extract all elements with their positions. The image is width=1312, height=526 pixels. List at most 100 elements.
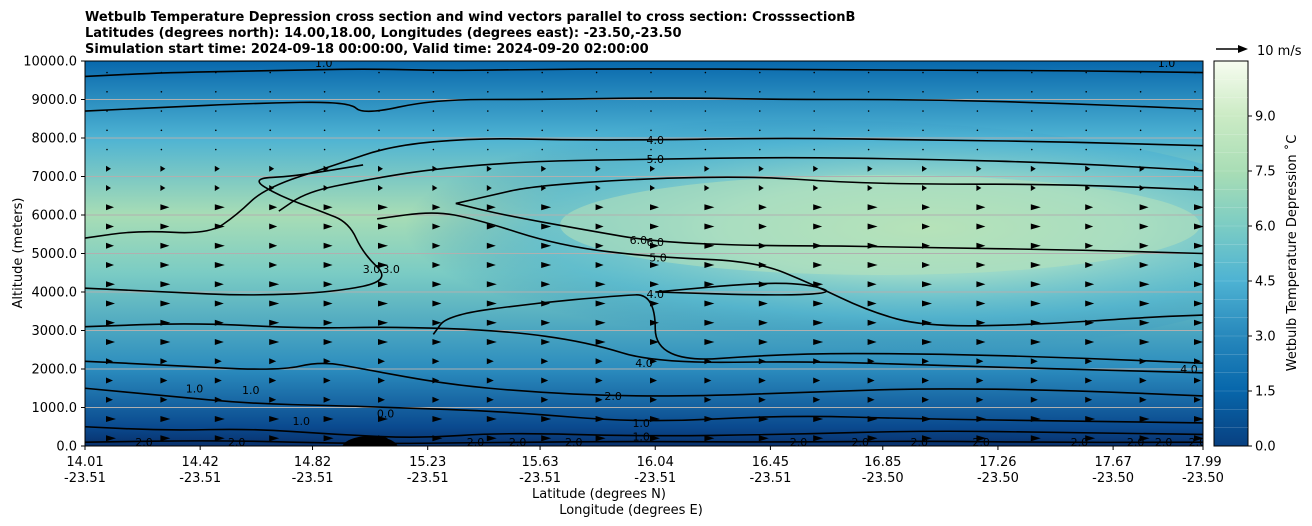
- wind-vector: [976, 110, 979, 112]
- wind-vector: [922, 242, 930, 249]
- wind-vector: [541, 129, 543, 132]
- wind-vector: [432, 396, 440, 403]
- wind-vector: [323, 396, 331, 403]
- wind-vector: [541, 435, 552, 442]
- contour-label: 2.0: [790, 436, 808, 449]
- wind-vector: [160, 242, 170, 249]
- wind-vector: [486, 281, 497, 288]
- wind-vector: [922, 204, 930, 211]
- wind-vector: [976, 148, 979, 151]
- wind-vector: [650, 416, 660, 423]
- wind-vector: [1030, 358, 1038, 365]
- wind-vector: [486, 358, 494, 365]
- wind-vector: [486, 300, 497, 307]
- wind-vector: [541, 281, 551, 288]
- wind-vector: [106, 300, 115, 307]
- wind-vector: [541, 339, 551, 346]
- wind-vector: [215, 148, 217, 151]
- wind-vector: [922, 262, 930, 269]
- wind-vector: [595, 91, 598, 93]
- wind-vector: [813, 319, 824, 326]
- wind-vector: [758, 377, 766, 384]
- wind-vector: [867, 416, 878, 423]
- wind-vector: [1085, 129, 1087, 132]
- contour-label: 1.0: [632, 417, 650, 430]
- wind-vector: [160, 377, 168, 384]
- wind-vector: [378, 358, 385, 365]
- wind-vector: [650, 148, 652, 151]
- wind-vector: [1030, 165, 1036, 172]
- wind-vector: [704, 416, 715, 423]
- wind-vector: [922, 91, 924, 93]
- x-axis-ticks: 14.01-23.5114.42-23.5114.82-23.5115.23-2…: [64, 446, 1224, 486]
- wind-vector: [215, 110, 217, 112]
- x-tick-label-lat: 17.99: [1184, 455, 1221, 470]
- wind-vector: [487, 91, 489, 93]
- wind-vector: [269, 396, 277, 403]
- wind-vector: [813, 396, 821, 403]
- wind-vector: [323, 71, 326, 74]
- wind-vector: [595, 110, 598, 112]
- wind-vector: [160, 110, 163, 112]
- contour-line: [85, 387, 1203, 424]
- wind-vector: [1030, 204, 1041, 211]
- wind-vector: [922, 110, 924, 112]
- wind-vector: [541, 71, 543, 74]
- wind-vector: [378, 148, 380, 151]
- plot-area: 1.0 1.04.05.06.0 6.05.03.0 3.04.04.0 4.01.0 1…: [84, 60, 1204, 449]
- chart-title-line-3: Simulation start time: 2024-09-18 00:00:…: [85, 42, 649, 57]
- wind-vector: [486, 204, 496, 211]
- wind-vector: [106, 204, 114, 211]
- wind-vector: [976, 185, 982, 192]
- wind-vector: [1194, 300, 1203, 307]
- contour-line: [455, 202, 1203, 255]
- contour-label: 2.0: [467, 436, 485, 449]
- wind-vector: [759, 129, 761, 132]
- wind-vector: [704, 377, 712, 384]
- wind-vector: [106, 377, 113, 384]
- wind-vector: [1085, 185, 1091, 192]
- contour-label: 5.0: [646, 153, 664, 166]
- wind-vector: [160, 148, 163, 151]
- wind-vector: [976, 281, 986, 288]
- wind-vector: [160, 435, 171, 442]
- wind-vector: [867, 71, 870, 74]
- y-tick-label: 6000.0: [32, 209, 78, 224]
- wind-vector: [759, 91, 761, 93]
- wind-vector: [650, 262, 659, 269]
- wind-vector: [758, 281, 768, 288]
- wind-vector: [1085, 262, 1094, 269]
- wind-vector: [269, 339, 280, 346]
- wind-vector: [487, 148, 489, 151]
- wind-vector: [323, 148, 326, 151]
- wind-vector: [867, 262, 878, 269]
- x-tick-label-lat: 16.85: [864, 455, 901, 470]
- wind-vector: [269, 91, 272, 93]
- wind-vector: [432, 165, 438, 172]
- wind-vector: [1085, 281, 1095, 288]
- wind-vector: [378, 416, 388, 423]
- colorbar-label: Wetbulb Temperature Depression ˚C: [1284, 135, 1300, 372]
- y-tick-label: 2000.0: [32, 363, 78, 378]
- wind-vector: [323, 223, 333, 230]
- colorbar-tick-label: 1.5: [1255, 385, 1276, 400]
- wind-vector: [1139, 110, 1142, 112]
- x-tick-label-lon: -23.51: [634, 471, 676, 486]
- wind-vector: [214, 339, 224, 346]
- wind-vector: [487, 129, 489, 132]
- colorbar-ticks: 0.0 1.5 3.0 4.5 6.0 7.5 9.0: [1248, 110, 1276, 455]
- wind-vector: [269, 300, 280, 307]
- wind-vector: [541, 91, 543, 93]
- wind-vector: [541, 319, 551, 326]
- wind-vector: [595, 281, 606, 288]
- wind-vector: [214, 165, 220, 172]
- x-tick-label-lat: 17.26: [979, 455, 1016, 470]
- wind-vector: [269, 242, 278, 249]
- wind-vector: [867, 319, 877, 326]
- wind-vector: [487, 110, 489, 112]
- wind-vector: [1139, 71, 1142, 74]
- x-tick-label-lat: 15.63: [521, 455, 558, 470]
- wind-vector: [269, 319, 280, 326]
- wind-vector: [704, 300, 715, 307]
- y-gridlines: [85, 61, 1203, 446]
